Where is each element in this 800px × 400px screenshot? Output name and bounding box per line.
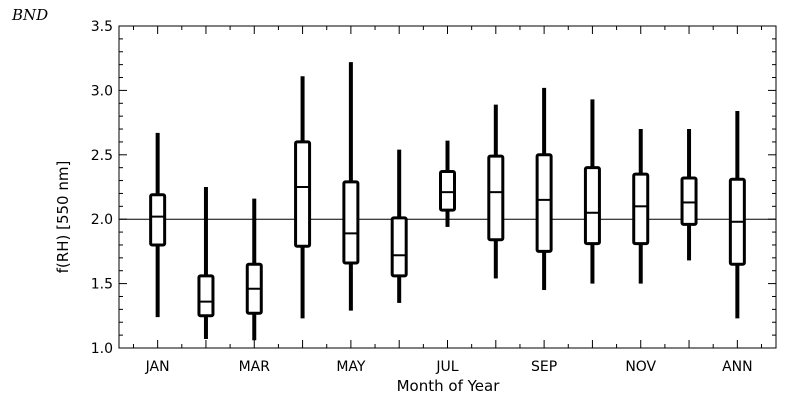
box-nov	[632, 129, 650, 284]
iqr-box	[535, 153, 553, 253]
box-jul	[439, 140, 456, 227]
x-tick-label: MAY	[336, 359, 366, 375]
y-tick-label: 1.0	[91, 341, 113, 357]
iqr-box	[294, 140, 312, 248]
iqr-box	[149, 193, 167, 247]
iqr-box	[487, 154, 505, 242]
iqr-box	[632, 172, 650, 246]
box-mar	[245, 198, 263, 341]
iqr-box	[583, 166, 601, 246]
box-sep	[535, 87, 553, 291]
iqr-box	[342, 180, 360, 265]
x-tick-label: ANN	[722, 359, 753, 375]
box-dec	[680, 129, 698, 261]
y-tick-label: 2.0	[91, 212, 113, 228]
y-tick-label: 1.5	[91, 277, 113, 293]
y-tick-label: 2.5	[91, 148, 113, 164]
x-tick-label: JUL	[435, 359, 458, 375]
iqr-box	[390, 216, 408, 278]
iqr-box	[439, 170, 456, 212]
iqr-box	[680, 176, 698, 226]
x-tick-label: JAN	[145, 359, 170, 375]
y-tick-label: 3.5	[91, 19, 113, 35]
box-oct	[583, 99, 601, 284]
iqr-box	[197, 274, 215, 318]
y-tick-label: 3.0	[91, 83, 113, 99]
x-tick-label: NOV	[625, 359, 656, 375]
site-label: BND	[12, 6, 49, 24]
box-aug	[487, 104, 505, 279]
x-axis-title: Month of Year	[397, 377, 501, 395]
box-jan	[149, 132, 167, 318]
box-feb	[197, 187, 215, 339]
x-tick-label: SEP	[531, 359, 557, 375]
y-axis-title: f(RH) [550 nm]	[54, 161, 72, 274]
box-may	[342, 62, 360, 311]
x-tick-label: MAR	[239, 359, 271, 375]
box-apr	[294, 76, 312, 319]
box-jun	[390, 149, 408, 303]
box-ann	[728, 111, 746, 319]
